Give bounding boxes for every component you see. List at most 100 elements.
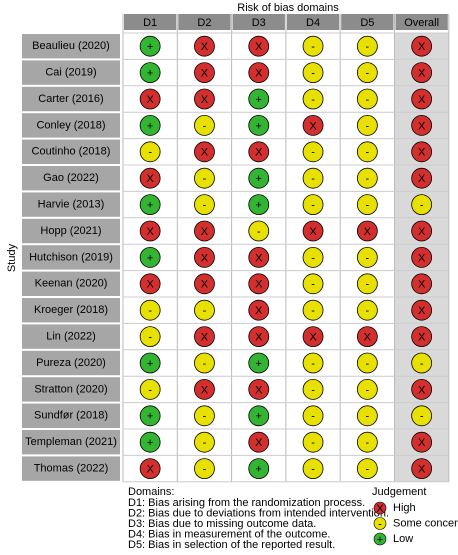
- judgement-symbol: -: [311, 68, 315, 80]
- judgement-dot: [248, 141, 270, 163]
- legend-label: Low: [393, 533, 413, 545]
- judgement-symbol: -: [148, 305, 152, 317]
- judgement-symbol: X: [201, 279, 209, 291]
- judgement-symbol: X: [201, 226, 209, 238]
- judgement-dot: [356, 299, 378, 321]
- study-bg: [22, 34, 120, 59]
- study-bg: [22, 377, 120, 402]
- judgement-dot: [302, 220, 324, 242]
- judgement-dot: [194, 405, 215, 427]
- judgement-dot: [248, 62, 270, 83]
- domain-desc: D1: Bias arising from the randomization …: [128, 497, 365, 509]
- judgement-symbol: X: [201, 252, 209, 264]
- judgement-dot: [411, 378, 433, 400]
- judgement-symbol: X: [418, 226, 426, 238]
- judgement-dot: [194, 326, 215, 348]
- judgement-dot: [356, 273, 378, 295]
- judgement-symbol: +: [256, 120, 262, 132]
- judgement-symbol: -: [311, 464, 315, 476]
- judgement-symbol: X: [201, 68, 209, 80]
- study-label: Hopp (2021): [40, 225, 101, 237]
- judgement-symbol: X: [146, 226, 154, 238]
- judgement-symbol: -: [311, 252, 315, 264]
- judgement-symbol: X: [255, 41, 263, 53]
- study-bg: [22, 86, 120, 112]
- legend-dot: [373, 501, 387, 515]
- judgement-symbol: X: [418, 94, 426, 106]
- judgement-dot: [302, 299, 324, 321]
- judgement-dot: [302, 167, 324, 189]
- judgement-dot: [411, 141, 433, 163]
- judgement-dot: [411, 220, 433, 242]
- judgement-symbol: X: [146, 279, 154, 291]
- study-label: Lin (2022): [46, 331, 96, 343]
- study-label: Hutchison (2019): [29, 251, 113, 263]
- judgement-dot: [139, 141, 161, 163]
- judgement-dot: [248, 115, 270, 136]
- judgement-dot: [139, 88, 161, 110]
- study-label: Gao (2022): [43, 172, 99, 184]
- judgement-dot: [194, 352, 215, 374]
- study-bg: [22, 245, 120, 270]
- judgement-dot: [411, 62, 433, 83]
- judgement-dot: [139, 299, 161, 321]
- judgement-dot: [248, 378, 270, 400]
- domain-desc: D2: Bias due to deviations from intended…: [128, 507, 389, 519]
- judgement-dot: [194, 246, 215, 268]
- judgement-symbol: -: [311, 41, 315, 53]
- study-bg: [22, 324, 120, 349]
- judgement-dot: [139, 273, 161, 295]
- judgement-dot: [411, 405, 433, 427]
- judgement-dot: [248, 405, 270, 427]
- column-header-bg: [178, 14, 231, 30]
- judgement-symbol: X: [146, 173, 154, 185]
- legend-label: Some concerns: [393, 517, 458, 529]
- judgement-symbol: -: [148, 332, 152, 344]
- judgement-dot: [139, 431, 161, 453]
- judgement-symbol: +: [147, 120, 153, 132]
- judgement-dot: [411, 326, 433, 348]
- judgement-dot: [356, 115, 378, 136]
- column-header: D2: [197, 17, 211, 29]
- legend-title: Judgement: [372, 486, 426, 498]
- domain-desc: D4: Bias in measurement of the outcome.: [128, 528, 330, 540]
- judgement-symbol: +: [256, 358, 262, 370]
- judgement-dot: [248, 299, 270, 321]
- column-header-bg: [286, 14, 340, 30]
- judgement-symbol: X: [201, 41, 209, 53]
- judgement-dot: [248, 431, 270, 453]
- study-label: Thomas (2022): [34, 463, 109, 475]
- judgement-symbol: -: [366, 437, 370, 449]
- domain-desc: D3: Bias due to missing outcome data.: [128, 518, 316, 530]
- judgement-symbol: -: [366, 384, 370, 396]
- judgement-symbol: X: [418, 252, 426, 264]
- judgement-dot: [302, 431, 324, 453]
- judgement-symbol: -: [366, 252, 370, 264]
- judgement-dot: [356, 35, 378, 57]
- judgement-symbol: -: [366, 147, 370, 159]
- legend-dot: [373, 532, 387, 546]
- judgement-symbol: X: [364, 332, 372, 344]
- judgement-symbol: +: [147, 41, 153, 53]
- judgement-dot: [411, 88, 433, 110]
- judgement-dot: [194, 299, 215, 321]
- judgement-dot: [302, 405, 324, 427]
- judgement-symbol: X: [418, 305, 426, 317]
- judgement-dot: [302, 352, 324, 374]
- judgement-dot: [356, 62, 378, 83]
- study-bg: [22, 192, 120, 217]
- judgement-dot: [139, 167, 161, 189]
- judgement-symbol: X: [255, 252, 263, 264]
- study-bg: [22, 218, 120, 244]
- study-label: Kroeger (2018): [34, 304, 108, 316]
- study-label: Stratton (2020): [34, 383, 107, 395]
- judgement-symbol: -: [203, 305, 207, 317]
- judgement-symbol: -: [311, 147, 315, 159]
- judgement-dot: [194, 62, 215, 83]
- judgement-dot: [302, 326, 324, 348]
- judgement-dot: [248, 35, 270, 57]
- judgement-symbol: -: [148, 147, 152, 159]
- judgement-dot: [302, 273, 324, 295]
- judgement-symbol: -: [311, 437, 315, 449]
- judgement-dot: [356, 458, 378, 480]
